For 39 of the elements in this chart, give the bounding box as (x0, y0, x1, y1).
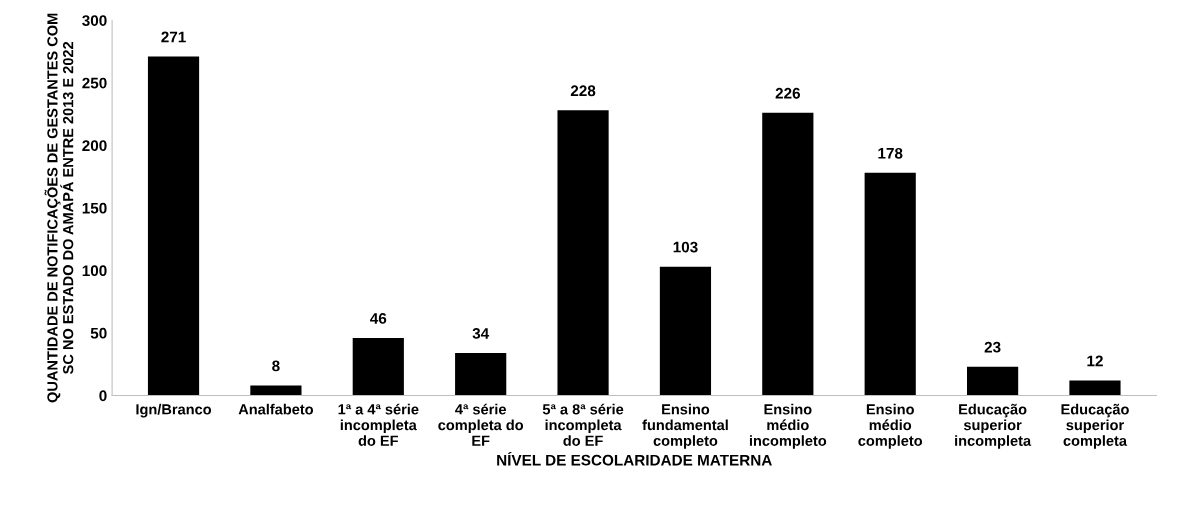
x-tick-label: 5ª a 8ª série incompleta do EF (542, 403, 624, 446)
y-axis-title: QUANTIDADE DE NOTIFICAÇÕES DE GESTANTES COM SC NO ESTADO DO AMAPÁ ENTRE 2013 E 2022 (44, 13, 74, 403)
data-label: 46 (370, 312, 387, 324)
bar (659, 266, 712, 396)
data-label: 8 (272, 360, 280, 372)
y-tick-label: 300 (82, 15, 107, 26)
x-tick-label: Educação superior completa (1061, 403, 1129, 449)
x-axis-title: NÍVEL DE ESCOLARIDADE MATERNA (497, 451, 772, 466)
x-tick-label: Analfabeto (238, 403, 314, 415)
bar (966, 366, 1019, 396)
x-tick-label: Ign/Branco (136, 403, 212, 418)
data-label: 228 (570, 85, 596, 97)
x-tick-label: Educação superior incompleta (955, 403, 1032, 449)
y-tick-label: 100 (82, 265, 107, 277)
y-tick-label: 200 (82, 140, 107, 152)
data-label: 103 (673, 241, 698, 253)
bar (1069, 380, 1121, 396)
bar (864, 172, 916, 396)
bar (455, 352, 507, 396)
bar (147, 56, 200, 396)
bar (557, 110, 609, 396)
data-label: 23 (984, 341, 1001, 353)
x-tick-label: Ensino médio completo (858, 403, 923, 449)
y-tick-label: 50 (90, 327, 107, 339)
data-label: 226 (775, 87, 801, 99)
data-label: 178 (878, 147, 903, 159)
x-tick-label: 4ª série completa do EF (438, 403, 524, 446)
data-label: 12 (1087, 355, 1103, 367)
data-label: 34 (472, 327, 490, 339)
y-tick-label: 0 (99, 390, 107, 402)
y-tick-label: 150 (82, 202, 107, 214)
bar (762, 112, 814, 396)
x-tick-label: Ensino fundamental completo (642, 403, 728, 449)
bar (352, 337, 404, 396)
x-tick-label: Ensino médio incompleto (749, 403, 827, 449)
y-tick-label: 250 (82, 77, 107, 89)
x-tick-label: 1ª a 4ª série incompleta do EF (338, 403, 419, 446)
data-label: 271 (161, 31, 186, 43)
bar (250, 385, 302, 396)
